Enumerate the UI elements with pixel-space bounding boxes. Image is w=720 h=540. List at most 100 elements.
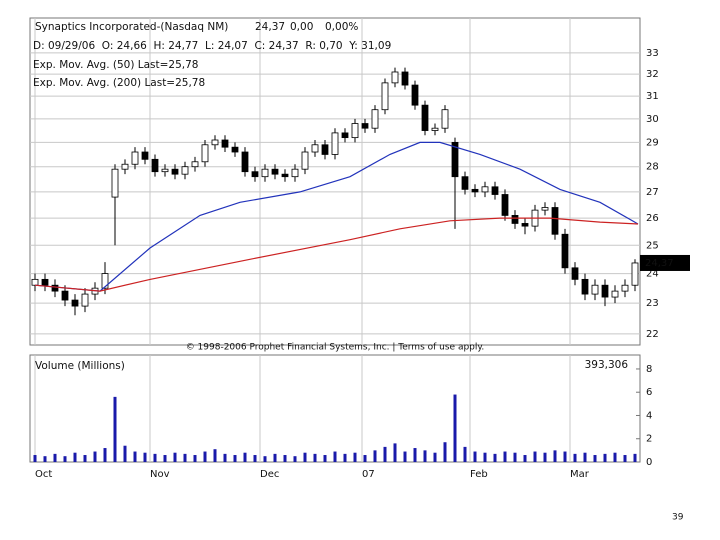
- candle-body: [331, 132, 339, 155]
- candle-body: [241, 151, 249, 173]
- candle-body: [621, 284, 629, 292]
- volume-bar: [63, 456, 67, 462]
- volume-bar: [203, 451, 207, 462]
- candle-body: [451, 141, 459, 178]
- price-change-pct: 0,00%: [325, 21, 358, 33]
- volume-bar: [623, 455, 627, 462]
- volume-bar: [233, 455, 237, 462]
- x-tick-label: Feb: [470, 469, 488, 480]
- y-tick-label: 6: [646, 387, 652, 398]
- volume-bar: [103, 448, 107, 462]
- volume-bar: [223, 453, 227, 462]
- volume-bar: [523, 455, 527, 462]
- candle-body: [161, 168, 169, 173]
- volume-bar: [443, 442, 447, 462]
- volume-bar: [253, 455, 257, 462]
- y-tick-label: 0: [646, 457, 652, 468]
- volume-bar: [73, 452, 77, 462]
- volume-bar: [463, 446, 467, 462]
- volume-bar: [143, 452, 147, 462]
- candle-body: [81, 293, 89, 307]
- candle-body: [151, 158, 159, 173]
- ohlc-line: D: 09/29/06 O: 24,66 H: 24,77 L: 24,07 C…: [33, 40, 391, 52]
- candle-body: [361, 123, 369, 129]
- candle-body: [71, 299, 79, 307]
- x-tick-label: 07: [362, 469, 375, 480]
- volume-bar: [363, 455, 367, 462]
- candle-body: [631, 262, 639, 286]
- candle-body: [51, 284, 59, 292]
- volume-bar: [183, 453, 187, 462]
- candle-body: [221, 139, 229, 148]
- volume-bar: [383, 446, 387, 462]
- candle-body: [181, 166, 189, 175]
- moving-average-line: [34, 141, 639, 292]
- candle-body: [191, 161, 199, 168]
- candle-body: [461, 176, 469, 190]
- candle-body: [311, 144, 319, 153]
- candle-body: [591, 284, 599, 295]
- x-tick-label: Oct: [35, 469, 52, 480]
- candle-body: [571, 267, 579, 280]
- volume-bar: [313, 453, 317, 462]
- y-tick-label: 28: [646, 162, 659, 173]
- candle-body: [561, 233, 569, 269]
- volume-bar: [153, 453, 157, 462]
- y-tick-label: 25: [646, 240, 659, 251]
- y-tick-label: 24: [646, 269, 659, 280]
- candle-body: [441, 109, 449, 129]
- y-tick-label: 22: [646, 329, 659, 340]
- volume-bar: [393, 443, 397, 462]
- volume-bar: [133, 451, 137, 462]
- volume-bar: [373, 450, 377, 462]
- candle-body: [111, 168, 119, 198]
- volume-bar: [263, 456, 267, 462]
- page-number: 39: [672, 513, 684, 523]
- volume-bar: [403, 451, 407, 462]
- candle-body: [141, 151, 149, 160]
- candle-body: [541, 207, 549, 211]
- y-tick-label: 4: [646, 410, 652, 421]
- candle-body: [411, 84, 419, 106]
- volume-bar: [343, 453, 347, 462]
- price-change: 0,00: [290, 21, 313, 33]
- candle-body: [381, 82, 389, 111]
- volume-bar: [543, 452, 547, 462]
- volume-bar: [53, 453, 57, 462]
- candle-body: [101, 273, 109, 289]
- y-tick-label: 8: [646, 364, 652, 375]
- y-tick-label: 31: [646, 91, 659, 102]
- volume-bar: [173, 452, 177, 462]
- volume-bar: [423, 450, 427, 462]
- candle-body: [491, 186, 499, 195]
- volume-bar: [163, 455, 167, 462]
- candle-body: [31, 278, 39, 286]
- volume-bar: [33, 455, 37, 462]
- y-tick-label: 30: [646, 114, 659, 125]
- candle-body: [511, 215, 519, 224]
- candle-body: [521, 223, 529, 227]
- candle-body: [121, 163, 129, 170]
- candle-body: [421, 104, 429, 131]
- volume-bar: [633, 453, 637, 462]
- volume-annotation: 393,306: [585, 359, 629, 371]
- candle-body: [201, 144, 209, 163]
- volume-bar: [293, 456, 297, 462]
- volume-bar: [113, 396, 117, 462]
- volume-bar: [583, 452, 587, 462]
- y-tick-label: 27: [646, 187, 659, 198]
- candle-body: [501, 194, 509, 216]
- volume-bar: [333, 451, 337, 462]
- volume-panel: [29, 354, 641, 463]
- volume-bar: [473, 451, 477, 462]
- y-tick-label: 29: [646, 137, 659, 148]
- y-tick-label: 2: [646, 434, 652, 445]
- candle-body: [301, 151, 309, 170]
- y-tick-label: 32: [646, 69, 659, 80]
- x-tick-label: Mar: [570, 469, 590, 480]
- candle-body: [401, 71, 409, 86]
- volume-bar: [193, 455, 197, 462]
- volume-bar: [553, 450, 557, 462]
- volume-bar: [93, 451, 97, 462]
- volume-bar: [493, 453, 497, 462]
